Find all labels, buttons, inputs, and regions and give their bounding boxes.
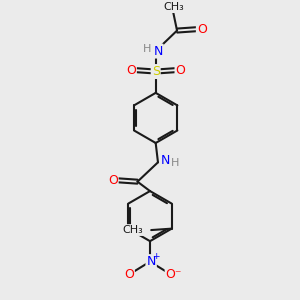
Text: S: S bbox=[152, 65, 160, 78]
Text: CH₃: CH₃ bbox=[122, 225, 143, 235]
Text: H: H bbox=[143, 44, 151, 54]
Text: N: N bbox=[153, 44, 163, 58]
Text: O: O bbox=[126, 64, 136, 76]
Text: N: N bbox=[161, 154, 171, 167]
Text: O: O bbox=[176, 64, 185, 76]
Text: O⁻: O⁻ bbox=[166, 268, 182, 281]
Text: H: H bbox=[171, 158, 179, 168]
Text: +: + bbox=[152, 252, 160, 261]
Text: CH₃: CH₃ bbox=[164, 2, 184, 12]
Text: O: O bbox=[108, 174, 118, 187]
Text: O: O bbox=[197, 22, 207, 36]
Text: N: N bbox=[146, 255, 156, 268]
Text: O: O bbox=[124, 268, 134, 281]
